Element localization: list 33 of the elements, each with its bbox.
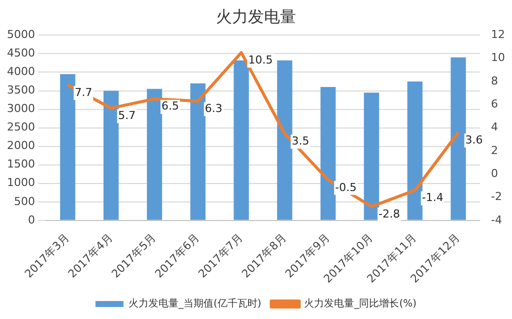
legend-label: 火力发电量_当期值(亿千瓦时) (128, 298, 262, 310)
y-tick-label: 1000 (6, 176, 35, 190)
y-tick-label: 5000 (6, 28, 35, 42)
data-label: 3.6 (465, 133, 483, 146)
data-label: 6.5 (161, 100, 179, 113)
y2-tick-label: 6 (491, 98, 498, 111)
y-tick-label: 2000 (6, 139, 35, 152)
y-tick-label: 3000 (6, 102, 35, 116)
y-tick-label: 0 (28, 213, 35, 226)
data-label: 10.5 (248, 53, 273, 66)
y-tick-label: 1500 (6, 158, 35, 171)
data-label: 3.5 (292, 134, 310, 148)
data-label: -2.8 (378, 207, 400, 220)
y-tick-label: 500 (14, 194, 35, 208)
y2-tick-label: 0 (491, 166, 498, 180)
data-label: -1.4 (422, 191, 444, 204)
data-label: 5.7 (118, 108, 136, 122)
legend-label: 火力发电量_同比增长(%) (304, 298, 417, 310)
y-tick-label: 4500 (6, 46, 35, 60)
data-label: 7.7 (74, 86, 92, 99)
y-tick-label: 4000 (6, 65, 35, 78)
y2-tick-label: -2 (491, 190, 502, 204)
y2-tick-label: -4 (491, 213, 502, 226)
y2-tick-label: 10 (491, 51, 506, 64)
y2-tick-label: 2 (491, 144, 498, 157)
y-tick-label: 2500 (6, 120, 35, 134)
data-label: 6.3 (204, 102, 222, 116)
y2-tick-label: 8 (491, 74, 498, 88)
y2-tick-label: 12 (491, 28, 506, 42)
y2-tick-label: 4 (491, 120, 498, 134)
chart-title: 火力发电量 (216, 6, 296, 26)
y-tick-label: 3500 (6, 84, 35, 97)
data-label: -0.5 (335, 180, 357, 194)
